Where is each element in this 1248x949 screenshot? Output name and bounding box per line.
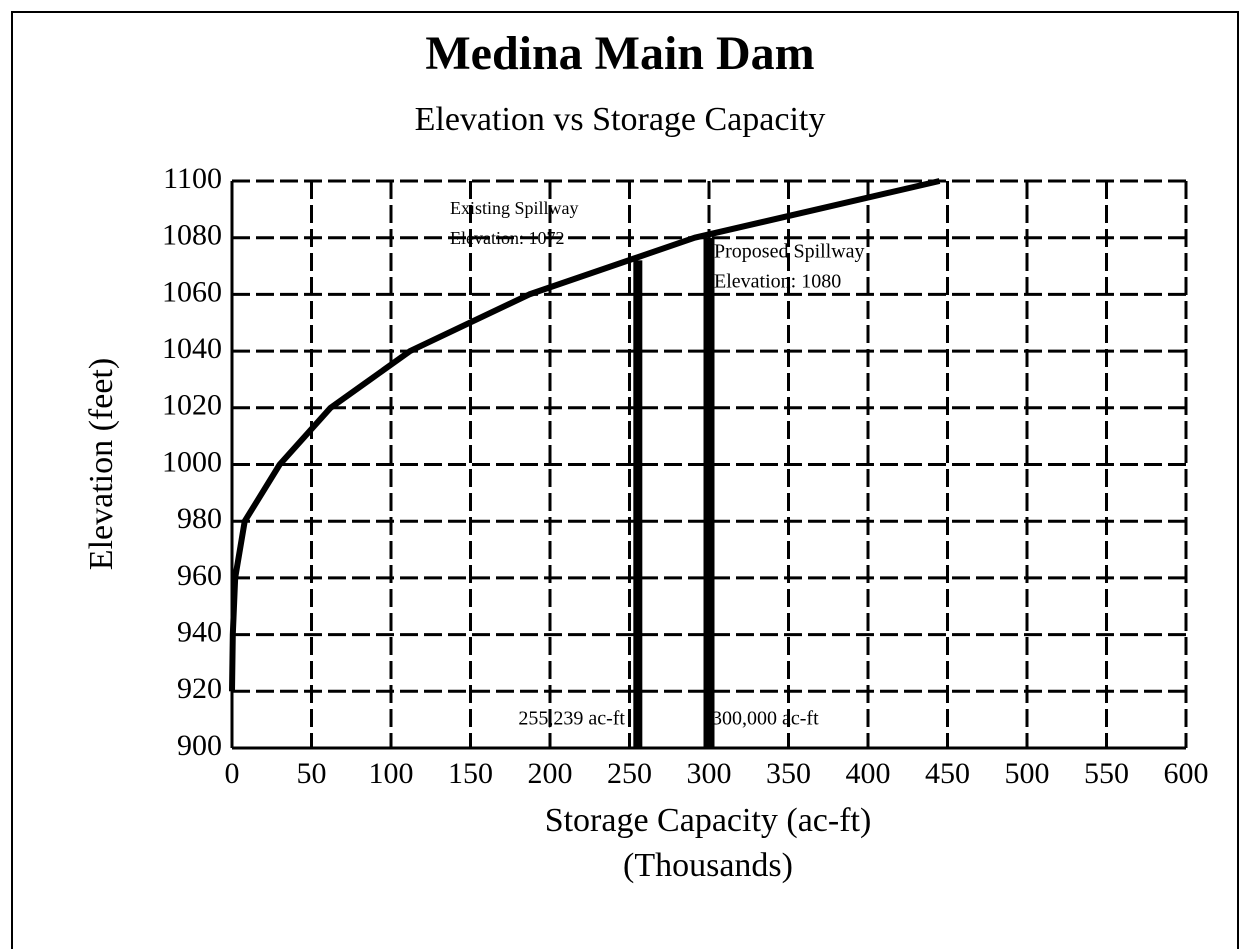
y-tick-label: 940: [177, 615, 222, 648]
chart-subtitle: Elevation vs Storage Capacity: [415, 101, 826, 138]
x-tick-label: 500: [1005, 757, 1050, 790]
y-tick-label: 1000: [162, 445, 222, 478]
chart-title: Medina Main Dam: [425, 27, 814, 80]
x-tick-label: 600: [1164, 757, 1209, 790]
y-tick-label: 900: [177, 729, 222, 762]
x-tick-label: 150: [448, 757, 493, 790]
x-tick-label: 200: [528, 757, 573, 790]
frame: [11, 11, 1239, 949]
annotation-label: 255,239 ac-ft: [518, 708, 625, 730]
x-tick-label: 250: [607, 757, 652, 790]
y-tick-label: 980: [177, 502, 222, 535]
x-tick-label: 350: [766, 757, 811, 790]
x-tick-label: 450: [925, 757, 970, 790]
y-tick-label: 1080: [162, 219, 222, 252]
y-tick-label: 960: [177, 559, 222, 592]
annotation: Existing Spillway: [450, 198, 579, 218]
y-tick-label: 1020: [162, 389, 222, 422]
annotation: Elevation: 1080: [714, 271, 841, 293]
x-tick-label: 0: [225, 757, 240, 790]
x-tick-label: 400: [846, 757, 891, 790]
y-axis-label: Elevation (feet): [83, 358, 120, 570]
y-tick-label: 1060: [162, 275, 222, 308]
x-tick-label: 550: [1084, 757, 1129, 790]
annotation-label: 300,000 ac-ft: [712, 708, 819, 730]
x-axis-unit: (Thousands): [623, 847, 793, 884]
annotation: Proposed Spillway: [714, 241, 865, 263]
y-tick-label: 920: [177, 672, 222, 705]
x-axis-label: Storage Capacity (ac-ft): [545, 802, 872, 839]
x-tick-label: 300: [687, 757, 732, 790]
curve: [229, 178, 941, 692]
x-tick-label: 100: [369, 757, 414, 790]
y-tick-label: 1040: [162, 332, 222, 365]
annotation: Elevation: 1072: [450, 228, 564, 248]
y-tick-label: 1100: [163, 162, 222, 195]
x-tick-label: 50: [297, 757, 327, 790]
